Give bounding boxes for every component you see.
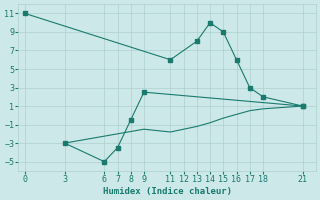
X-axis label: Humidex (Indice chaleur): Humidex (Indice chaleur) [103, 187, 232, 196]
